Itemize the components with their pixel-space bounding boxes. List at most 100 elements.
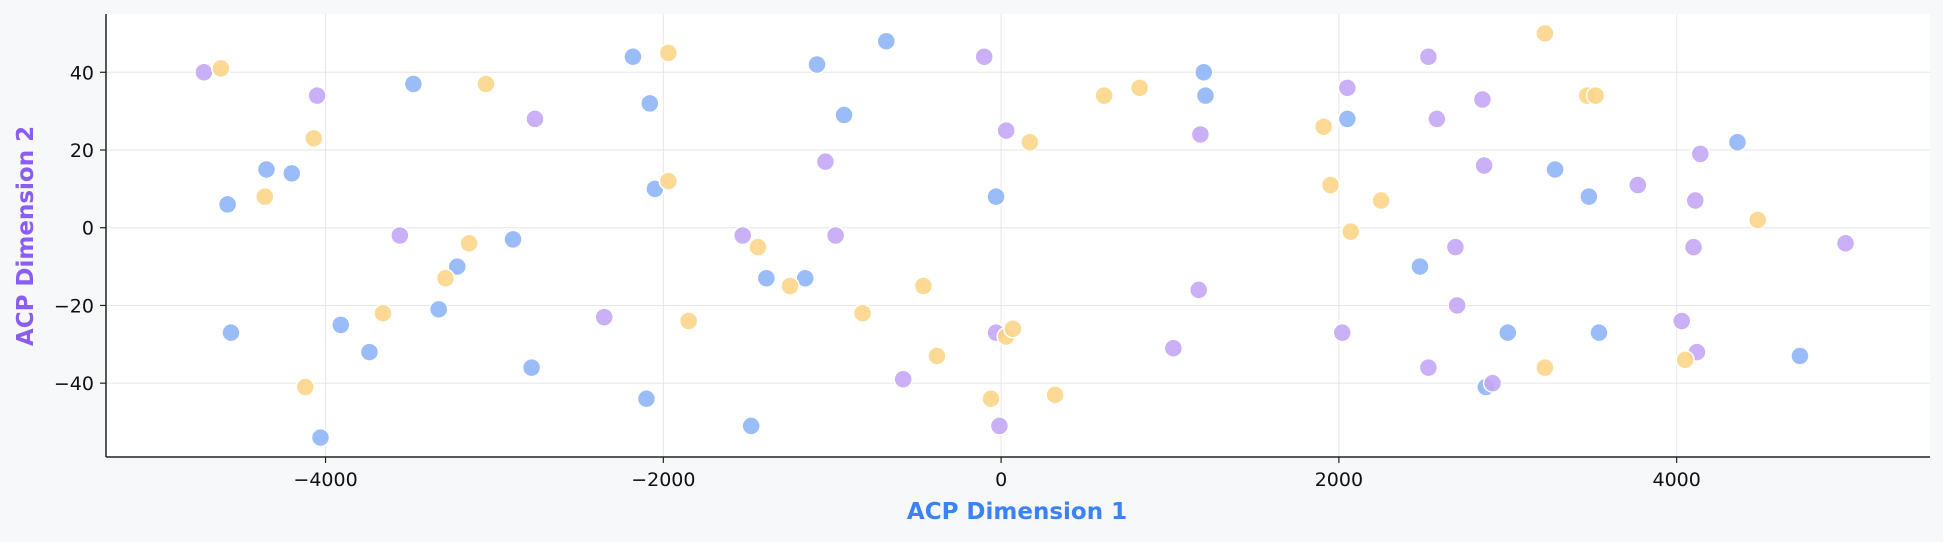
data-point <box>1094 85 1114 106</box>
data-point <box>981 388 1001 409</box>
data-point <box>852 303 873 323</box>
data-point <box>256 159 277 180</box>
data-point <box>1129 78 1150 98</box>
data-point <box>1190 124 1211 145</box>
data-point <box>594 307 614 327</box>
data-point <box>748 237 768 257</box>
data-point <box>1332 322 1353 343</box>
data-point <box>989 416 1010 436</box>
data-point <box>1690 144 1711 164</box>
data-point <box>876 31 897 51</box>
data-point <box>623 46 643 67</box>
data-point <box>521 357 542 378</box>
data-point <box>1427 109 1447 129</box>
data-point <box>1589 322 1609 343</box>
data-point <box>893 369 913 390</box>
data-point <box>1472 89 1493 110</box>
data-point <box>1188 280 1209 300</box>
x-axis-label: ACP Dimension 1 <box>907 499 1127 525</box>
data-point <box>1313 116 1334 137</box>
data-point <box>1579 186 1599 207</box>
data-point <box>217 194 238 215</box>
data-point <box>927 346 947 366</box>
data-point <box>1628 175 1648 195</box>
data-point <box>732 225 753 246</box>
data-point <box>503 229 523 250</box>
data-point <box>1003 319 1023 339</box>
data-point <box>373 303 393 323</box>
data-point <box>303 128 324 149</box>
data-point <box>1410 256 1430 277</box>
y-tick-label: −40 <box>54 373 94 395</box>
x-tick-label: 0 <box>995 469 1007 491</box>
data-point <box>1320 175 1341 195</box>
data-point <box>1447 295 1467 316</box>
data-point <box>1194 62 1214 83</box>
data-point <box>1835 233 1856 254</box>
data-point <box>780 276 800 296</box>
data-point <box>1482 373 1503 393</box>
data-point <box>435 268 456 288</box>
data-point <box>459 233 479 254</box>
data-point <box>525 109 545 129</box>
data-point <box>1163 338 1184 358</box>
data-point <box>1337 109 1358 129</box>
data-point <box>1747 210 1768 230</box>
x-tick-label: −2000 <box>631 469 695 491</box>
data-point <box>295 377 316 397</box>
data-point <box>1585 85 1606 106</box>
data-point <box>1474 155 1494 176</box>
data-point <box>390 225 410 246</box>
data-point <box>307 85 327 106</box>
data-point <box>1371 190 1391 211</box>
data-point <box>1498 322 1518 343</box>
data-point <box>1418 357 1439 378</box>
data-point <box>996 120 1016 141</box>
plot-area <box>106 14 1930 457</box>
data-point <box>1675 350 1695 370</box>
data-point <box>1045 385 1065 405</box>
data-point <box>428 299 449 320</box>
data-point <box>310 427 331 448</box>
data-point <box>1671 311 1692 331</box>
data-point <box>1545 159 1565 180</box>
data-point <box>1727 132 1748 152</box>
data-point <box>1685 190 1705 211</box>
data-point <box>658 43 679 63</box>
data-point <box>756 268 777 288</box>
data-point <box>1535 357 1555 378</box>
data-point <box>974 46 994 67</box>
data-point <box>640 93 660 114</box>
data-point <box>825 225 846 246</box>
y-tick-label: 40 <box>70 62 94 84</box>
data-point <box>403 74 424 94</box>
data-point <box>658 171 679 191</box>
data-point <box>1790 346 1810 366</box>
data-point <box>211 58 231 79</box>
data-point <box>1683 237 1704 257</box>
data-point <box>913 276 934 296</box>
data-point <box>834 105 854 125</box>
data-point <box>447 256 468 277</box>
data-point <box>194 62 214 83</box>
data-point <box>359 342 380 362</box>
data-point <box>741 416 761 436</box>
x-tick-label: −4000 <box>293 469 357 491</box>
data-point <box>815 151 836 172</box>
data-points <box>194 23 1856 448</box>
data-point <box>331 315 351 335</box>
data-point <box>986 186 1006 207</box>
x-tick-label: 4000 <box>1652 469 1700 491</box>
data-point <box>1418 46 1439 67</box>
grid-lines <box>106 14 1930 457</box>
data-point <box>1020 132 1040 152</box>
axis-ticks: −4000 −2000 0 2000 4000 −40 −20 0 20 40 <box>54 62 1701 491</box>
data-point <box>678 311 699 331</box>
y-tick-label: −20 <box>54 295 94 317</box>
data-point <box>795 268 815 288</box>
data-point <box>636 388 657 409</box>
data-point <box>807 54 827 75</box>
data-point <box>1195 85 1216 106</box>
